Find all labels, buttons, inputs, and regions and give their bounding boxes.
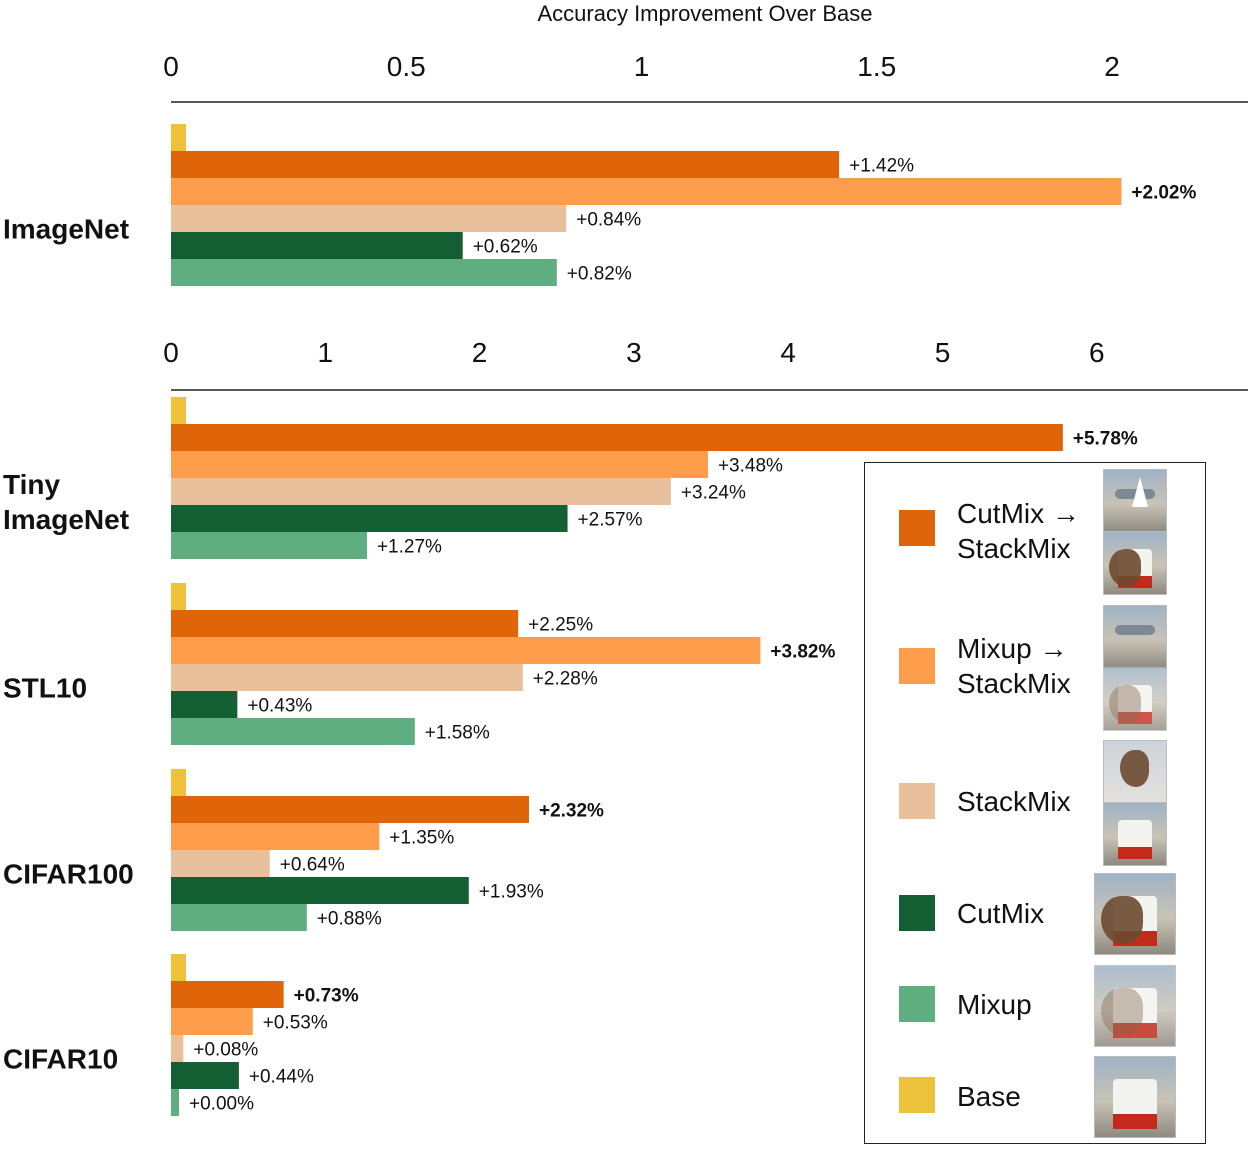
stackmix-thumbnail bbox=[1103, 740, 1167, 804]
base-thumbnail bbox=[1094, 1056, 1176, 1138]
bar-cifar10-stackmix bbox=[171, 1035, 184, 1062]
data-label-imagenet-mixup-stackmix: +2.02% bbox=[1131, 183, 1196, 204]
data-label-tiny-imagenet-stackmix: +3.24% bbox=[681, 483, 746, 504]
legend-swatch-cutmix bbox=[899, 895, 935, 931]
x-tick-label: 4 bbox=[780, 337, 796, 368]
stackmix-thumbnail-2 bbox=[1103, 802, 1167, 866]
bar-tiny-imagenet-stackmix bbox=[171, 478, 671, 505]
data-label-cifar100-mixup: +0.88% bbox=[317, 909, 382, 930]
data-label-cifar10-mixup-stackmix: +0.53% bbox=[263, 1013, 328, 1034]
group-label-cifar100: CIFAR100 bbox=[3, 859, 134, 890]
data-label-imagenet-mixup: +0.82% bbox=[567, 264, 632, 285]
bar-imagenet-cutmix bbox=[171, 232, 463, 259]
group-label-tiny-imagenet: Tiny ImageNet bbox=[3, 469, 129, 535]
bar-cifar100-cutmix bbox=[171, 877, 469, 904]
bar-stl10-base bbox=[171, 583, 186, 610]
bar-cifar100-stackmix bbox=[171, 850, 270, 877]
legend-label-mixup-stackmix: Mixup → StackMix bbox=[957, 633, 1071, 699]
data-label-cifar100-mixup-stackmix: +1.35% bbox=[389, 828, 454, 849]
legend-swatch-mixup bbox=[899, 986, 935, 1022]
legend: CutMix → StackMix Mixup → StackMix Stack… bbox=[864, 462, 1206, 1144]
bar-cifar100-cutmix-stackmix bbox=[171, 796, 529, 823]
data-label-imagenet-stackmix: +0.84% bbox=[576, 210, 641, 231]
x-tick-label: 2 bbox=[472, 337, 488, 368]
data-label-cifar10-cutmix: +0.44% bbox=[249, 1067, 314, 1088]
bar-cifar10-cutmix bbox=[171, 1062, 239, 1089]
legend-label-cutmix: CutMix bbox=[957, 898, 1045, 929]
legend-label-cutmix-stackmix: CutMix → StackMix bbox=[957, 498, 1080, 564]
data-label-tiny-imagenet-cutmix: +2.57% bbox=[578, 510, 643, 531]
mixup-stackmix-thumbnail bbox=[1103, 605, 1167, 669]
bar-cifar100-mixup bbox=[171, 904, 307, 931]
data-label-stl10-cutmix-stackmix: +2.25% bbox=[528, 615, 593, 636]
x-tick-label: 6 bbox=[1089, 337, 1105, 368]
legend-swatch-base bbox=[899, 1077, 935, 1113]
bar-tiny-imagenet-mixup bbox=[171, 532, 367, 559]
bar-stl10-stackmix bbox=[171, 664, 523, 691]
bar-imagenet-cutmix-stackmix bbox=[171, 151, 840, 178]
bar-stl10-mixup-stackmix bbox=[171, 637, 761, 664]
bar-tiny-imagenet-mixup-stackmix bbox=[171, 451, 708, 478]
bar-cifar10-mixup bbox=[171, 1089, 179, 1116]
x-tick-label: 1 bbox=[634, 51, 650, 82]
chart-title: Accuracy Improvement Over Base bbox=[537, 1, 872, 26]
bar-imagenet-stackmix bbox=[171, 205, 567, 232]
group-label-cifar10: CIFAR10 bbox=[3, 1044, 118, 1075]
legend-label-mixup: Mixup bbox=[957, 989, 1032, 1020]
bar-imagenet-mixup bbox=[171, 259, 557, 286]
mixup-thumbnail bbox=[1094, 965, 1176, 1047]
data-label-tiny-imagenet-cutmix-stackmix: +5.78% bbox=[1073, 429, 1138, 450]
data-label-imagenet-cutmix: +0.62% bbox=[473, 237, 538, 258]
x-tick-label: 2 bbox=[1104, 51, 1120, 82]
x-tick-label: 0 bbox=[163, 337, 179, 368]
cutmix-stackmix-thumbnail-2 bbox=[1103, 531, 1167, 595]
x-tick-label: 5 bbox=[935, 337, 951, 368]
bar-cifar10-mixup-stackmix bbox=[171, 1008, 253, 1035]
bar-cifar10-cutmix-stackmix bbox=[171, 981, 284, 1008]
bar-stl10-mixup bbox=[171, 718, 415, 745]
legend-label-base: Base bbox=[957, 1081, 1021, 1112]
bar-cifar10-base bbox=[171, 954, 186, 981]
data-label-stl10-mixup-stackmix: +3.82% bbox=[770, 642, 835, 663]
bar-stl10-cutmix bbox=[171, 691, 238, 718]
bar-imagenet-base bbox=[171, 124, 186, 151]
data-label-stl10-mixup: +1.58% bbox=[425, 723, 490, 744]
legend-swatch-mixup-stackmix bbox=[899, 648, 935, 684]
cutmix-thumbnail bbox=[1094, 873, 1176, 955]
bar-tiny-imagenet-base bbox=[171, 397, 186, 424]
mixup-stackmix-thumbnail-2 bbox=[1103, 667, 1167, 731]
x-tick-label: 0 bbox=[163, 51, 179, 82]
bar-cifar100-mixup-stackmix bbox=[171, 823, 380, 850]
x-tick-label: 1.5 bbox=[857, 51, 896, 82]
data-label-cifar10-stackmix: +0.08% bbox=[193, 1040, 258, 1061]
data-label-cifar100-cutmix: +1.93% bbox=[479, 882, 544, 903]
x-tick-label: 1 bbox=[318, 337, 334, 368]
bar-tiny-imagenet-cutmix-stackmix bbox=[171, 424, 1063, 451]
bar-tiny-imagenet-cutmix bbox=[171, 505, 568, 532]
data-label-cifar100-cutmix-stackmix: +2.32% bbox=[539, 801, 604, 822]
group-label-imagenet: ImageNet bbox=[3, 214, 129, 245]
legend-swatch-cutmix-stackmix bbox=[899, 510, 935, 546]
data-label-stl10-cutmix: +0.43% bbox=[247, 696, 312, 717]
legend-label-stackmix: StackMix bbox=[957, 786, 1071, 817]
x-tick-label: 3 bbox=[626, 337, 642, 368]
data-label-imagenet-cutmix-stackmix: +1.42% bbox=[849, 156, 914, 177]
group-label-stl10: STL10 bbox=[3, 673, 87, 704]
cutmix-stackmix-thumbnail bbox=[1103, 469, 1167, 533]
data-label-cifar10-cutmix-stackmix: +0.73% bbox=[294, 986, 359, 1007]
data-label-tiny-imagenet-mixup: +1.27% bbox=[377, 537, 442, 558]
bar-imagenet-mixup-stackmix bbox=[171, 178, 1122, 205]
data-label-cifar10-mixup: +0.00% bbox=[189, 1094, 254, 1115]
bar-cifar100-base bbox=[171, 769, 186, 796]
x-tick-label: 0.5 bbox=[387, 51, 426, 82]
legend-swatch-stackmix bbox=[899, 783, 935, 819]
data-label-stl10-stackmix: +2.28% bbox=[533, 669, 598, 690]
data-label-tiny-imagenet-mixup-stackmix: +3.48% bbox=[718, 456, 783, 477]
data-label-cifar100-stackmix: +0.64% bbox=[280, 855, 345, 876]
bar-stl10-cutmix-stackmix bbox=[171, 610, 519, 637]
